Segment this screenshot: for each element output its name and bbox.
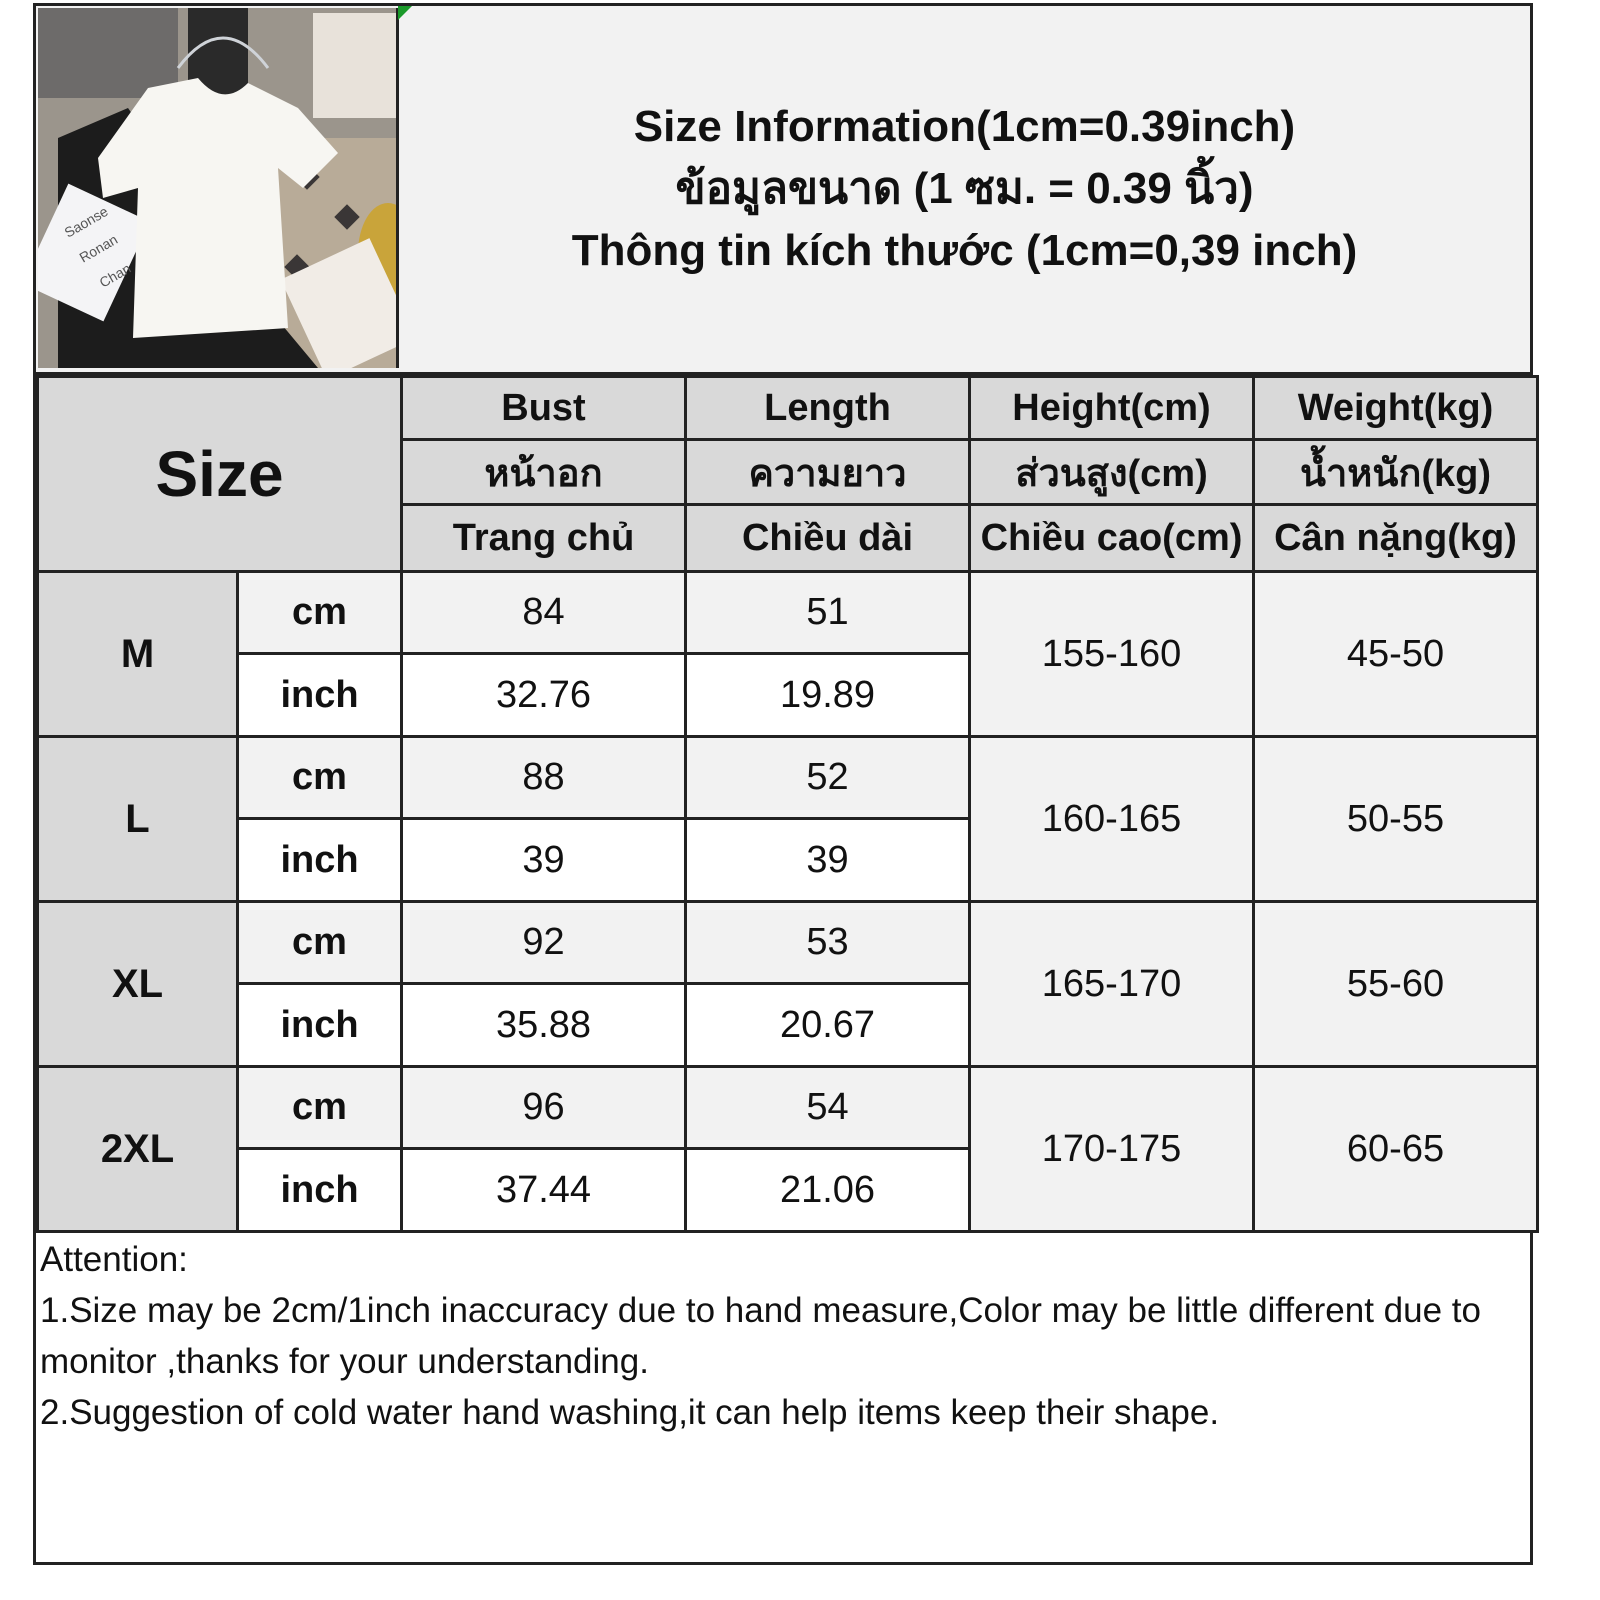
size-chart: Saonse Ronan Chan Size Information(1cm=0…: [33, 3, 1539, 1565]
bust-header: Bust: [400, 375, 687, 441]
size-row-cm: 2XL cm 96 54 170-175 60-65: [36, 1065, 1539, 1233]
size-label: L: [36, 735, 239, 903]
header-row-english: Size Bust Length Height(cm) Weight(kg): [36, 375, 1539, 573]
corner-marker: [398, 6, 412, 20]
unit-cm: cm: [236, 1065, 403, 1150]
length-cm: 53: [684, 900, 971, 985]
size-row-inch: inch 32.76 19.89: [38, 652, 1538, 738]
size-label: M: [36, 570, 239, 738]
height-range: 170-175: [968, 1065, 1255, 1233]
title-english: Size Information(1cm=0.39inch): [633, 102, 1296, 151]
title-thai: ข้อมูลขนาด (1 ซม. = 0.39 นิ้ว): [675, 164, 1254, 213]
unit-cm: cm: [236, 570, 403, 655]
bust-cm: 92: [400, 900, 687, 985]
unit-inch: inch: [236, 652, 403, 738]
length-cm: 54: [684, 1065, 971, 1150]
length-inch: 39: [684, 817, 971, 903]
size-information-title: Size Information(1cm=0.39inch) ข้อมูลขนา…: [399, 6, 1530, 372]
title-area: Saonse Ronan Chan Size Information(1cm=0…: [36, 6, 1530, 375]
t-shirt-photo-image: Saonse Ronan Chan: [38, 8, 396, 368]
product-photo: Saonse Ronan Chan: [38, 8, 399, 368]
bust-inch: 35.88: [400, 982, 687, 1068]
height-range: 155-160: [968, 570, 1255, 738]
header-row-thai: หน้าอก ความยาว ส่วนสูง(cm) น้ำหนัก(kg): [38, 438, 1539, 506]
header-row-vietnamese: Trang chủ Chiều dài Chiều cao(cm) Cân nặ…: [38, 503, 1539, 573]
bust-cm: 84: [400, 570, 687, 655]
unit-cm: cm: [236, 900, 403, 985]
unit-cm: cm: [236, 735, 403, 820]
length-header-thai: ความยาว: [684, 438, 971, 506]
weight-header-vietnamese: Cân nặng(kg): [1252, 503, 1539, 573]
length-header-vietnamese: Chiều dài: [684, 503, 971, 573]
unit-inch: inch: [236, 1147, 403, 1233]
weight-range: 50-55: [1252, 735, 1539, 903]
height-header-vietnamese: Chiều cao(cm): [968, 503, 1255, 573]
length-inch: 20.67: [684, 982, 971, 1068]
weight-header-thai: น้ำหนัก(kg): [1252, 438, 1539, 506]
size-row-cm: XL cm 92 53 165-170 55-60: [36, 900, 1539, 1068]
weight-range: 55-60: [1252, 900, 1539, 1068]
note-item: 2.Suggestion of cold water hand washing,…: [40, 1393, 1220, 1432]
unit-inch: inch: [236, 982, 403, 1068]
notes-heading: Attention:: [40, 1240, 188, 1279]
attention-notes: Attention: 1.Size may be 2cm/1inch inacc…: [40, 1234, 1522, 1438]
height-range: 160-165: [968, 735, 1255, 903]
height-header-thai: ส่วนสูง(cm): [968, 438, 1255, 506]
bust-header-vietnamese: Trang chủ: [400, 503, 687, 573]
length-inch: 19.89: [684, 652, 971, 738]
weight-range: 45-50: [1252, 570, 1539, 738]
unit-inch: inch: [236, 817, 403, 903]
length-header: Length: [684, 375, 971, 441]
weight-header: Weight(kg): [1252, 375, 1539, 441]
size-row-inch: inch 37.44 21.06: [38, 1147, 1538, 1233]
bust-inch: 32.76: [400, 652, 687, 738]
bust-inch: 37.44: [400, 1147, 687, 1233]
length-cm: 52: [684, 735, 971, 820]
bust-inch: 39: [400, 817, 687, 903]
weight-range: 60-65: [1252, 1065, 1539, 1233]
bust-header-thai: หน้าอก: [400, 438, 687, 506]
length-cm: 51: [684, 570, 971, 655]
height-header: Height(cm): [968, 375, 1255, 441]
bust-cm: 88: [400, 735, 687, 820]
size-table: Size Bust Length Height(cm) Weight(kg) ห…: [36, 375, 1539, 1233]
height-range: 165-170: [968, 900, 1255, 1068]
size-row-inch: inch 35.88 20.67: [38, 982, 1538, 1068]
size-header: Size: [36, 375, 403, 573]
size-label: XL: [36, 900, 239, 1068]
note-item: 1.Size may be 2cm/1inch inaccuracy due t…: [40, 1291, 1481, 1381]
size-row-inch: inch 39 39: [38, 817, 1538, 903]
bust-cm: 96: [400, 1065, 687, 1150]
length-inch: 21.06: [684, 1147, 971, 1233]
title-vietnamese: Thông tin kích thước (1cm=0,39 inch): [571, 226, 1358, 275]
size-label: 2XL: [36, 1065, 239, 1233]
